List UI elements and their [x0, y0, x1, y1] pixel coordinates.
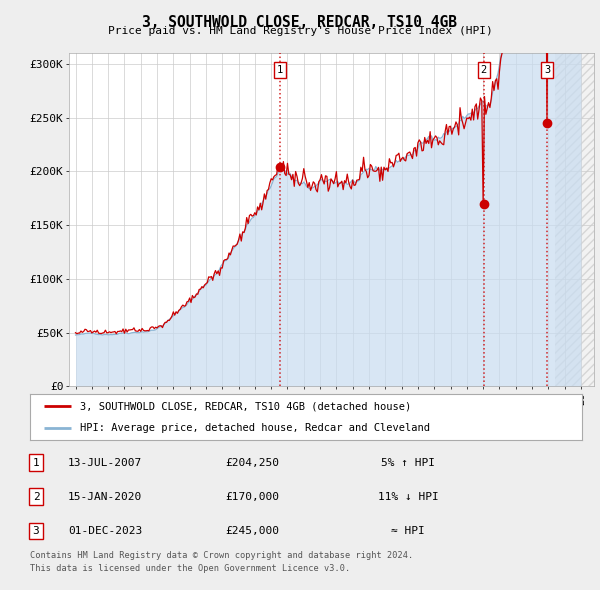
Text: 2: 2	[481, 65, 487, 75]
Text: 1: 1	[32, 458, 40, 467]
Text: ≈ HPI: ≈ HPI	[391, 526, 425, 536]
Text: HPI: Average price, detached house, Redcar and Cleveland: HPI: Average price, detached house, Redc…	[80, 423, 430, 433]
Text: 01-DEC-2023: 01-DEC-2023	[68, 526, 142, 536]
Text: £204,250: £204,250	[225, 458, 279, 467]
Text: 3, SOUTHWOLD CLOSE, REDCAR, TS10 4GB: 3, SOUTHWOLD CLOSE, REDCAR, TS10 4GB	[143, 15, 458, 30]
Text: 11% ↓ HPI: 11% ↓ HPI	[377, 492, 439, 502]
Text: 1: 1	[277, 65, 283, 75]
Text: 3: 3	[544, 65, 550, 75]
Text: This data is licensed under the Open Government Licence v3.0.: This data is licensed under the Open Gov…	[30, 564, 350, 573]
Text: £170,000: £170,000	[225, 492, 279, 502]
Text: 5% ↑ HPI: 5% ↑ HPI	[381, 458, 435, 467]
Text: Contains HM Land Registry data © Crown copyright and database right 2024.: Contains HM Land Registry data © Crown c…	[30, 551, 413, 560]
Text: £245,000: £245,000	[225, 526, 279, 536]
Text: Price paid vs. HM Land Registry's House Price Index (HPI): Price paid vs. HM Land Registry's House …	[107, 26, 493, 36]
Text: 3: 3	[32, 526, 40, 536]
Text: 15-JAN-2020: 15-JAN-2020	[68, 492, 142, 502]
Text: 3, SOUTHWOLD CLOSE, REDCAR, TS10 4GB (detached house): 3, SOUTHWOLD CLOSE, REDCAR, TS10 4GB (de…	[80, 401, 411, 411]
Text: 13-JUL-2007: 13-JUL-2007	[68, 458, 142, 467]
Text: 2: 2	[32, 492, 40, 502]
